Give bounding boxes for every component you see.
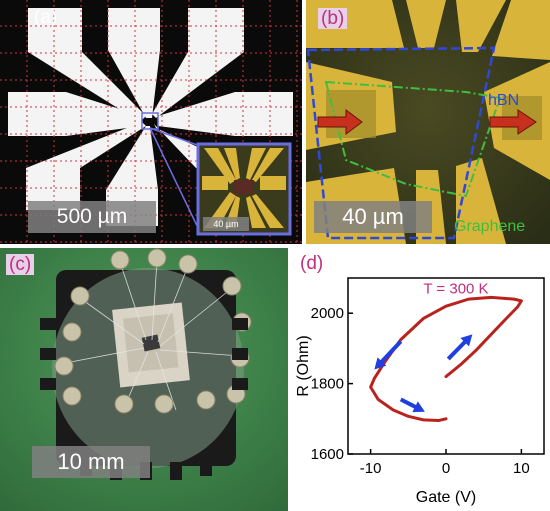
y-tick-label: 1600 <box>311 446 344 463</box>
hysteresis-curve <box>369 295 523 423</box>
panel-b-scale-bar: 40 µm <box>314 201 432 233</box>
panel-d-label: (d) <box>300 253 324 274</box>
current-arrows <box>317 109 537 135</box>
sweep-arrow <box>399 397 418 410</box>
electrode-pads <box>8 8 293 226</box>
sweep-arrowhead <box>412 401 425 413</box>
panel-a-scale-bar: 500 µm <box>28 201 156 233</box>
sweep-arrow <box>446 339 468 361</box>
y-axis-label: R (Ohm) <box>295 335 312 396</box>
hbn-outline <box>306 46 496 240</box>
panel-a-image <box>0 0 302 244</box>
graphene-label: Graphene <box>454 218 526 235</box>
x-tick-label: -10 <box>360 460 382 477</box>
x-tick-label: 0 <box>442 460 450 477</box>
panel-c-scale-bar: 10 mm <box>32 446 150 478</box>
sweep-arrowhead <box>374 357 387 370</box>
graphene-outline <box>324 80 502 198</box>
inset-scale-bar: 40 µm <box>203 217 249 231</box>
sweep-arrowhead <box>460 334 473 347</box>
temperature-annotation: T = 300 K <box>423 280 488 297</box>
grid-lines <box>0 0 302 244</box>
panel-a-label: (a) <box>34 7 58 28</box>
x-axis-label: Gate (V) <box>416 489 476 506</box>
panel-b-label: (b) <box>318 8 348 29</box>
y-tick-label: 1800 <box>311 376 344 393</box>
y-tick-label: 2000 <box>311 305 344 322</box>
sweep-arrow <box>379 339 403 365</box>
panel-c: (c) 10 mm <box>0 248 288 511</box>
panel-a: (a) 500 µm 40 µm <box>0 0 302 244</box>
panel-d: (d) -10 0 10 1600 1800 2000 Gate (V) R (Ohm) T =… <box>292 248 550 511</box>
hbn-label: hBN <box>488 92 520 109</box>
panel-c-image <box>0 248 288 511</box>
panel-b: (b) hBN Graphene 40 µm <box>306 0 550 244</box>
r-vs-gate-chart: -10 0 10 1600 1800 2000 Gate (V) R (Ohm) T = 300… <box>295 277 545 506</box>
panel-c-label: (c) <box>6 254 35 275</box>
x-tick-label: 10 <box>513 460 530 477</box>
